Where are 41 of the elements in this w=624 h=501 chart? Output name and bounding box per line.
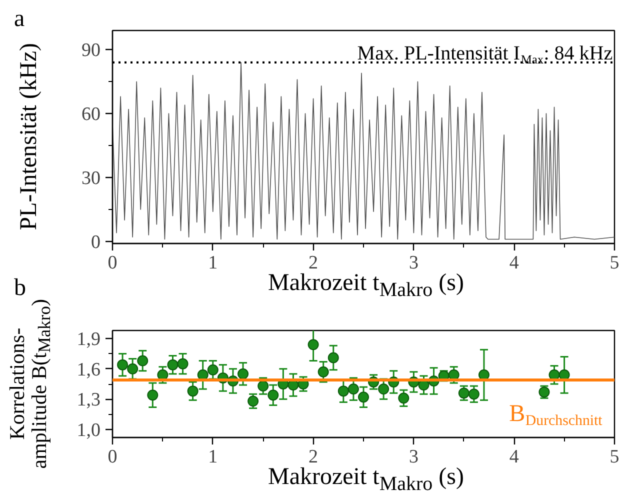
point: [398, 392, 410, 404]
point: [177, 358, 188, 370]
y-tick-label: 30: [82, 168, 100, 189]
x-tick-label: 1: [208, 446, 218, 468]
x-tick-label: 0: [108, 446, 118, 468]
point: [127, 363, 138, 374]
y-tick-label: 1,6: [76, 359, 100, 380]
point: [187, 386, 198, 397]
x-tick-label: 5: [610, 446, 620, 468]
point: [338, 386, 349, 397]
point: [318, 366, 329, 378]
point: [378, 384, 390, 395]
y-tick-label: 0: [91, 232, 100, 253]
y-axis-title: PL-Intensität (kHz): [16, 42, 43, 230]
y-tick-label: 90: [82, 40, 100, 62]
y-tick-label: 60: [82, 104, 100, 126]
x-tick-label: 1: [208, 252, 218, 274]
point: [167, 359, 178, 370]
point: [207, 364, 218, 376]
point: [268, 390, 279, 401]
point: [358, 392, 369, 403]
point: [248, 396, 259, 407]
y-tick-label: 1,3: [76, 390, 100, 411]
point: [348, 384, 359, 395]
x-tick-label: 4: [509, 446, 520, 468]
point: [258, 380, 269, 392]
point: [147, 390, 158, 401]
point: [238, 368, 249, 380]
point: [328, 352, 339, 364]
point: [468, 388, 480, 400]
line-series: [112, 62, 614, 240]
x-tick-label: 4: [509, 252, 520, 274]
y-tick-label: 1,9: [76, 329, 100, 350]
point: [308, 339, 319, 350]
point: [137, 355, 148, 366]
y-tick-label: 1,0: [76, 420, 100, 441]
text: a: [14, 5, 25, 34]
x-tick-label: 5: [610, 252, 620, 274]
x-tick-label: 0: [108, 252, 118, 274]
text: b: [14, 274, 26, 303]
point: [117, 359, 128, 370]
